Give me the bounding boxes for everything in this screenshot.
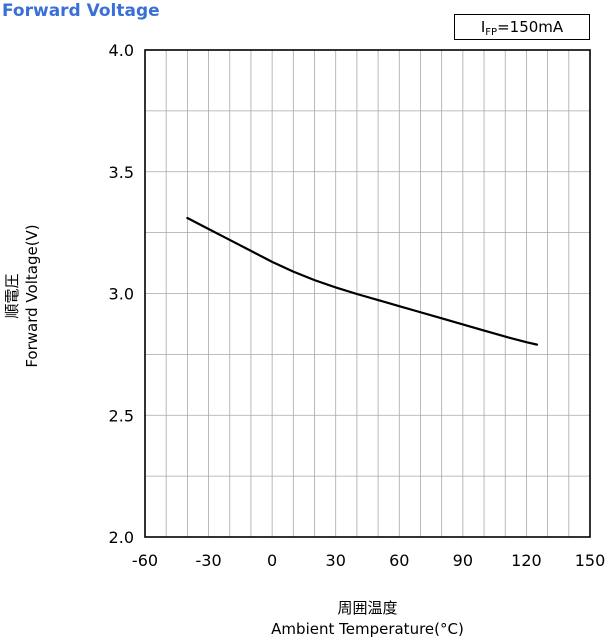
x-tick-label: 0 [267,551,277,570]
y-tick-label: 2.5 [109,406,134,425]
x-tick-label: 90 [453,551,473,570]
condition-value: =150mA [497,18,564,36]
x-tick-label: -60 [132,551,158,570]
chart-title: Forward Voltage [2,1,160,21]
x-tick-label: -30 [196,551,222,570]
condition-box: IFP=150mA [454,14,590,40]
y-tick-label: 2.0 [109,528,134,547]
y-tick-label: 3.0 [109,285,134,304]
condition-subscript: FP [485,27,498,38]
condition-prefix: I [480,18,486,36]
plot-frame [144,49,591,538]
x-tick-label: 60 [389,551,409,570]
x-tick-label: 150 [575,551,606,570]
y-tick-label: 4.0 [109,41,134,60]
x-tick-label: 30 [326,551,346,570]
x-tick-label: 120 [511,551,542,570]
x-axis-label-jp: 周囲温度 [337,599,398,617]
x-axis-label: 周囲温度 Ambient Temperature(°C) [145,598,590,640]
x-axis-label-en: Ambient Temperature(°C) [271,620,464,638]
series-line [186,216,539,346]
y-tick-label: 3.5 [109,163,134,182]
